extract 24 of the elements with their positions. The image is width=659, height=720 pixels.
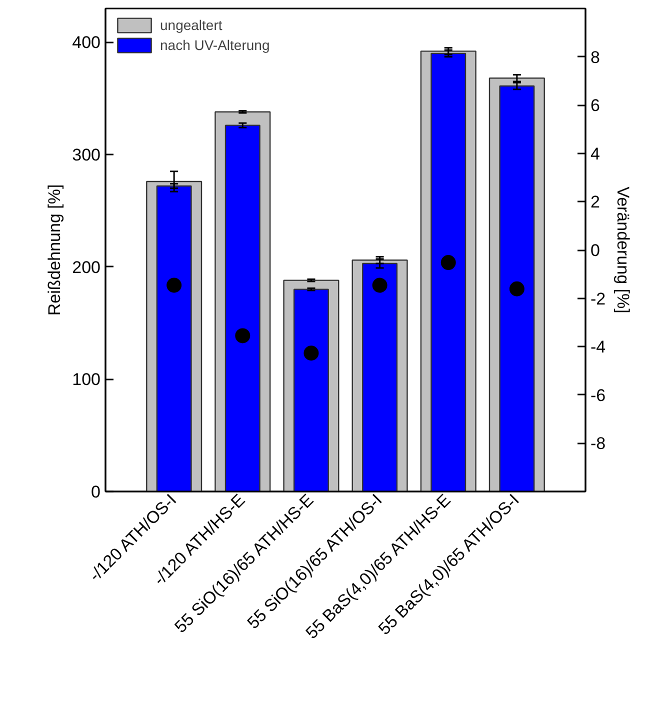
y2-tick-label: 2: [590, 192, 600, 212]
y2-tick-label: -4: [590, 338, 606, 357]
legend-label: ungealtert: [160, 17, 222, 33]
y2-tick-label: 8: [590, 48, 600, 67]
point: [372, 278, 388, 293]
y-tick-label: 100: [72, 370, 101, 390]
y2-tick-label: -2: [590, 289, 606, 308]
point: [166, 278, 182, 293]
y2-tick-label: 6: [590, 96, 600, 116]
y2-axis-title: Veränderung [%]: [614, 186, 633, 314]
y-tick-label: 400: [72, 33, 101, 52]
y-axis-title: Reißdehnung [%]: [45, 184, 64, 316]
legend-label: nach UV-Alterung: [160, 37, 270, 53]
y-tick-label: 0: [91, 482, 101, 502]
y2-tick-label: 4: [590, 144, 600, 164]
y2-tick-label: -6: [590, 386, 606, 405]
point: [304, 346, 319, 361]
y2-tick-label: 0: [590, 241, 600, 260]
y2-tick-label: -8: [590, 434, 606, 454]
y-tick-label: 300: [72, 146, 101, 165]
point: [509, 281, 524, 296]
y-tick-label: 200: [72, 258, 101, 277]
point: [235, 328, 250, 344]
point: [440, 255, 456, 270]
